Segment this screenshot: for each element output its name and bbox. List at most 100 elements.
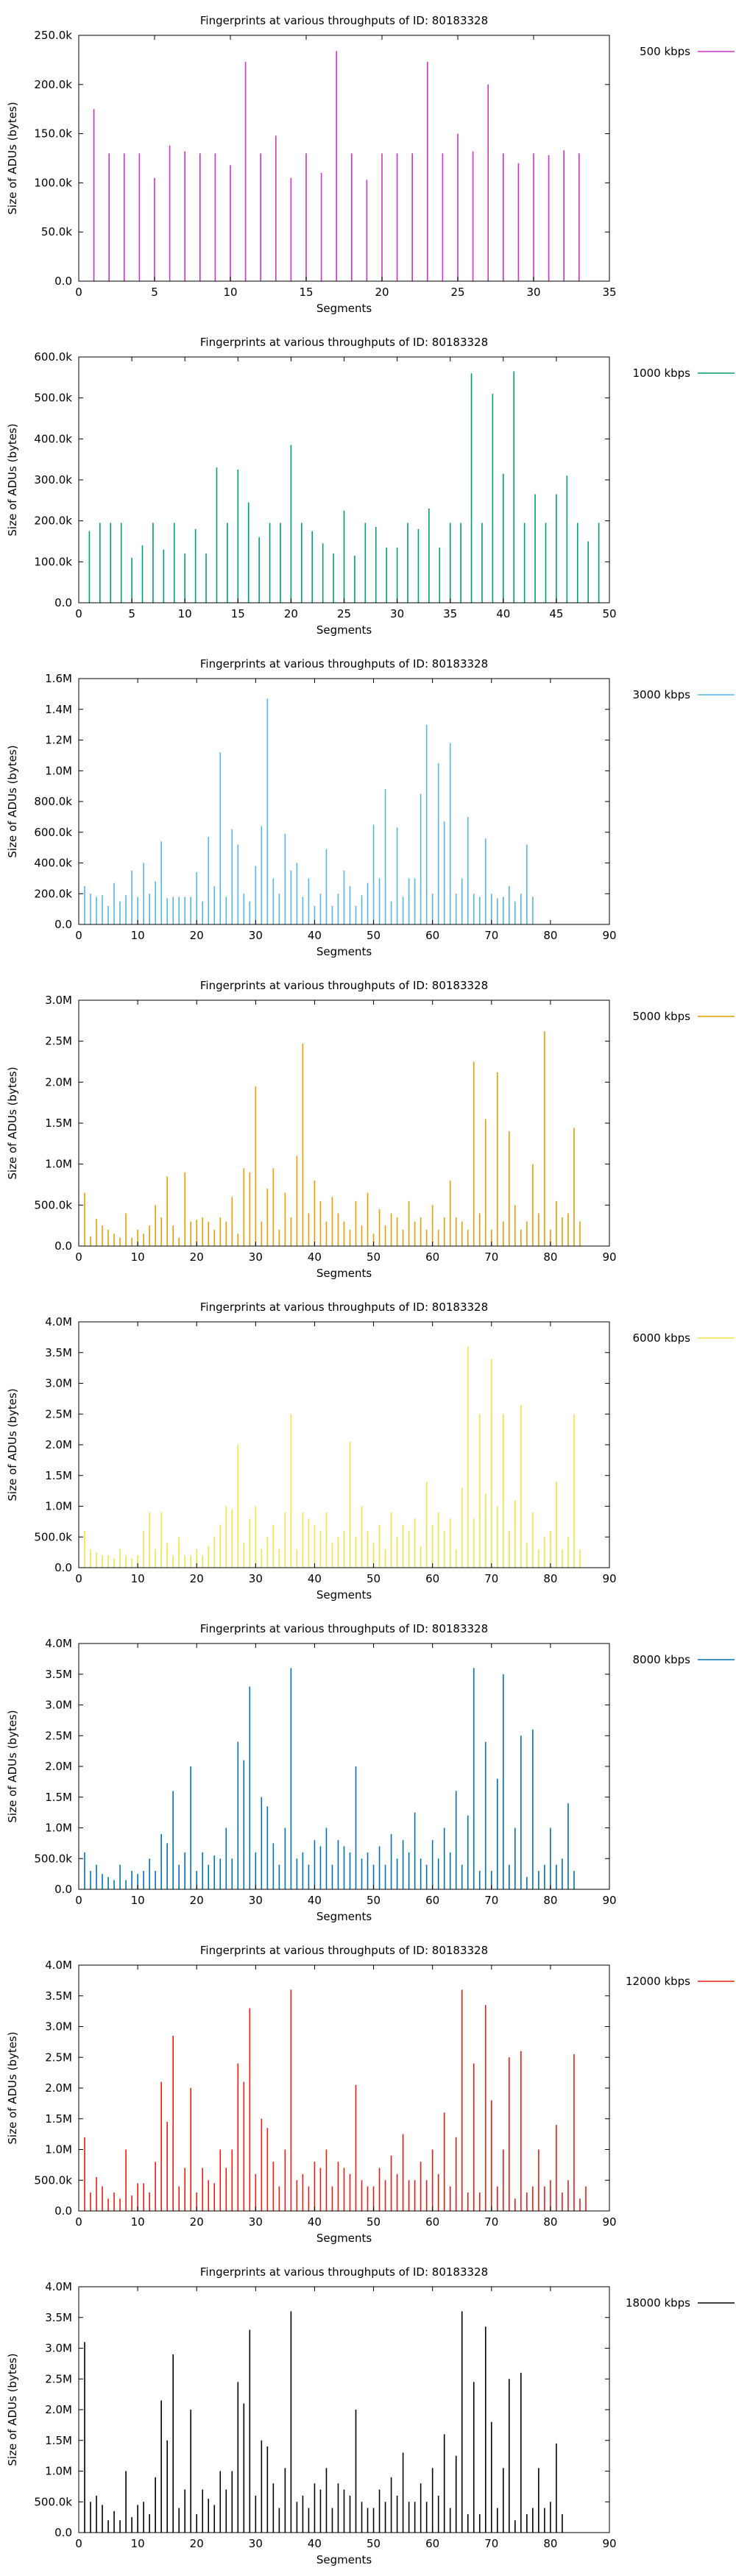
y-tick-label: 300.0k: [34, 473, 72, 486]
x-tick-label: 10: [131, 1572, 145, 1585]
chart-title: Fingerprints at various throughputs of I…: [200, 14, 488, 27]
x-tick-label: 50: [602, 607, 616, 620]
x-tick-label: 80: [543, 1894, 557, 1907]
y-tick-label: 1.0M: [45, 1500, 72, 1513]
bar-group: [84, 1031, 581, 1246]
y-tick-label: 2.0M: [45, 2081, 72, 2095]
chart-panel-500kbps: 0 5 10 15 20 25 30 35 0.0 50.0k 100.0k 150.0k 200.0k…: [0, 0, 736, 322]
x-tick-label: 20: [375, 286, 389, 299]
x-tick-label: 80: [543, 2537, 557, 2550]
x-tick-label: 60: [425, 929, 439, 942]
x-tick-label: 0: [75, 1572, 82, 1585]
y-tick-label: 0.0: [54, 2204, 72, 2218]
x-axis-label: Segments: [316, 623, 372, 637]
x-tick-label: 15: [231, 607, 245, 620]
y-tick-label: 1.5M: [45, 2434, 72, 2447]
legend-label: 18000 kbps: [626, 2296, 690, 2310]
chart-panel-6000kbps: 0 10 20 30 40 50 60 70 80 90 0.0 500.0k 1.0M 1.5M 2.0M…: [0, 1287, 736, 1608]
bar-group: [88, 371, 600, 603]
x-axis-label: Segments: [316, 945, 372, 958]
bar-group: [84, 1989, 587, 2211]
chart-svg: 0 10 20 30 40 50 60 70 80 90 0.0 500.0k 1.0M 1.5M 2.0M…: [6, 2265, 735, 2566]
y-tick-label: 2.5M: [45, 2050, 72, 2064]
x-tick-label: 10: [223, 286, 237, 299]
y-tick-label: 1.2M: [45, 734, 72, 747]
chart-svg: 0 5 10 15 20 25 30 35 40 45 50 0.0 100.0k 200.0k 300.0…: [6, 336, 735, 637]
x-tick-label: 80: [543, 1572, 557, 1585]
y-tick-label: 500.0k: [34, 2173, 72, 2187]
y-tick-label: 2.0M: [45, 1075, 72, 1089]
x-tick-label: 0: [75, 1250, 82, 1264]
y-tick-label: 0.0: [54, 1561, 72, 1574]
y-tick-label: 2.5M: [45, 1729, 72, 1742]
x-tick-label: 50: [367, 1572, 381, 1585]
x-tick-label: 30: [526, 286, 540, 299]
legend-label: 6000 kbps: [633, 1331, 691, 1345]
chart-panel-5000kbps: 0 10 20 30 40 50 60 70 80 90 0.0 500.0k 1.0M 1.5M 2.0M…: [0, 965, 736, 1287]
y-tick-label: 200.0k: [34, 78, 72, 91]
legend-label: 3000 kbps: [633, 688, 691, 701]
x-tick-label: 20: [190, 2215, 204, 2229]
x-tick-label: 30: [249, 2215, 263, 2229]
y-tick-label: 2.0M: [45, 1438, 72, 1451]
x-tick-label: 90: [602, 929, 616, 942]
y-tick-label: 400.0k: [34, 432, 72, 445]
legend-label: 1000 kbps: [633, 367, 691, 380]
x-tick-label: 40: [308, 1894, 322, 1907]
y-tick-label: 4.0M: [45, 1637, 72, 1650]
x-tick-label: 15: [299, 286, 313, 299]
x-tick-label: 20: [190, 2537, 204, 2550]
x-tick-label: 70: [484, 929, 498, 942]
y-axis-label: Size of ADUs (bytes): [6, 423, 19, 536]
x-tick-label: 40: [308, 1250, 322, 1264]
x-tick-label: 70: [484, 2215, 498, 2229]
chart-panel-18000kbps: 0 10 20 30 40 50 60 70 80 90 0.0 500.0k 1.0M 1.5M 2.0M…: [0, 2251, 736, 2573]
y-tick-label: 500.0k: [34, 392, 72, 405]
x-tick-label: 45: [549, 607, 563, 620]
y-tick-label: 0.0: [54, 918, 72, 931]
y-axis-label: Size of ADUs (bytes): [6, 1710, 19, 1822]
y-tick-label: 200.0k: [34, 514, 72, 528]
x-axis-label: Segments: [316, 302, 372, 315]
x-tick-label: 35: [602, 286, 616, 299]
x-axis-label: Segments: [316, 1267, 372, 1280]
chart-panel-8000kbps: 0 10 20 30 40 50 60 70 80 90 0.0 500.0k 1.0M 1.5M 2.0M…: [0, 1608, 736, 1930]
y-tick-label: 0.0: [54, 596, 72, 609]
x-tick-label: 80: [543, 929, 557, 942]
y-tick-label: 3.0M: [45, 1377, 72, 1390]
chart-panel-12000kbps: 0 10 20 30 40 50 60 70 80 90 0.0 500.0k 1.0M 1.5M 2.0M…: [0, 1930, 736, 2251]
x-tick-label: 80: [543, 2215, 557, 2229]
chart-svg: 0 5 10 15 20 25 30 35 0.0 50.0k 100.0k 150.0k 200.0k…: [6, 14, 735, 315]
x-tick-label: 60: [425, 2537, 439, 2550]
x-tick-label: 30: [249, 929, 263, 942]
x-tick-label: 20: [284, 607, 298, 620]
bar-group: [84, 698, 534, 924]
x-tick-label: 40: [308, 1572, 322, 1585]
chart-svg: 0 10 20 30 40 50 60 70 80 90 0.0 500.0k 1.0M 1.5M 2.0M…: [6, 979, 735, 1280]
y-tick-label: 1.0M: [45, 2143, 72, 2156]
x-axis-label: Segments: [316, 2232, 372, 2245]
x-tick-label: 90: [602, 2537, 616, 2550]
y-tick-label: 3.0M: [45, 994, 72, 1007]
y-tick-label: 0.0: [54, 2526, 72, 2539]
y-tick-label: 2.0M: [45, 1760, 72, 1773]
y-tick-label: 3.5M: [45, 1989, 72, 2003]
y-tick-label: 100.0k: [34, 555, 72, 568]
x-tick-label: 40: [308, 2215, 322, 2229]
x-tick-label: 50: [367, 2537, 381, 2550]
y-tick-label: 1.4M: [45, 703, 72, 716]
x-tick-label: 30: [249, 2537, 263, 2550]
y-tick-label: 1.6M: [45, 672, 72, 685]
x-tick-label: 0: [75, 929, 82, 942]
x-tick-label: 50: [367, 2215, 381, 2229]
y-tick-label: 800.0k: [34, 795, 72, 808]
y-tick-label: 3.5M: [45, 1346, 72, 1359]
y-tick-label: 1.5M: [45, 1469, 72, 1482]
x-tick-label: 90: [602, 1572, 616, 1585]
x-tick-label: 60: [425, 2215, 439, 2229]
chart-title: Fingerprints at various throughputs of I…: [200, 2265, 488, 2279]
x-tick-label: 90: [602, 2215, 616, 2229]
y-tick-label: 50.0k: [41, 225, 72, 238]
y-tick-label: 0.0: [54, 1239, 72, 1253]
x-tick-label: 25: [337, 607, 351, 620]
